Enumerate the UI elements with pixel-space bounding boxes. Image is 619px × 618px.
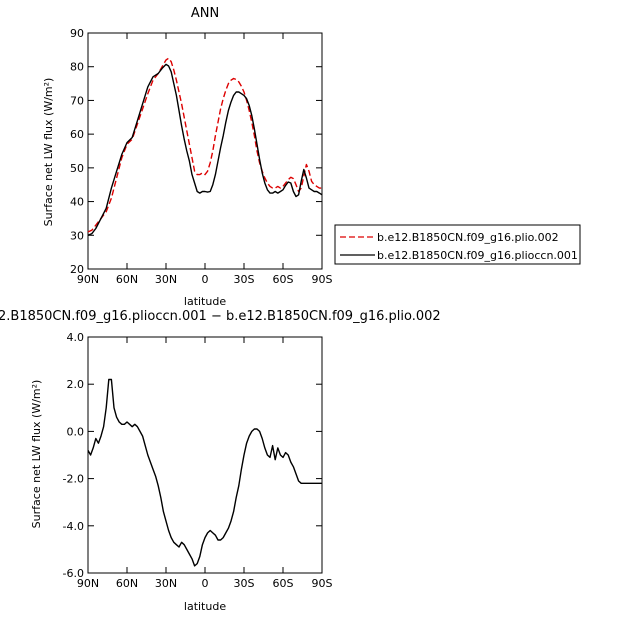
x-tick-label: 0 xyxy=(202,273,209,286)
x-tick-label: 30S xyxy=(234,273,255,286)
series-line-2 xyxy=(87,63,323,236)
y-tick-label: 4.0 xyxy=(67,331,85,344)
series-lines xyxy=(87,378,322,567)
chart-title: ANN xyxy=(191,6,219,21)
x-ticks: 90N 60N 30N 0 30S 60S 90S xyxy=(77,337,333,590)
x-tick-label: 60S xyxy=(273,577,294,590)
x-tick-label: 30S xyxy=(234,577,255,590)
x-axis-label: latitude xyxy=(184,600,226,613)
series-lines xyxy=(87,57,323,236)
y-tick-label: 0.0 xyxy=(67,425,85,438)
x-tick-label: 60N xyxy=(116,577,138,590)
x-ticks: 90N 60N 30N 0 30S 60S 90S xyxy=(77,33,333,286)
x-tick-label: 30N xyxy=(155,577,177,590)
y-tick-label: -4.0 xyxy=(63,520,84,533)
x-tick-label: 90S xyxy=(312,577,333,590)
x-tick-label: 90N xyxy=(77,273,99,286)
y-tick-label: 2.0 xyxy=(67,378,85,391)
y-tick-label: 50 xyxy=(70,162,84,175)
chart-title-difference: b.e12.B1850CN.f09_g16.plioccn.001 − b.e1… xyxy=(0,309,441,324)
y-ticks: 4.0 2.0 0.0 -2.0 -4.0 -6.0 xyxy=(63,331,322,580)
series-line-1 xyxy=(87,57,322,233)
y-tick-label: 20 xyxy=(70,263,84,276)
x-tick-label: 90N xyxy=(77,577,99,590)
y-tick-label: 70 xyxy=(70,94,84,107)
x-tick-label: 30N xyxy=(155,273,177,286)
legend-label-series-1: b.e12.B1850CN.f09_g16.plio.002 xyxy=(377,231,559,244)
y-tick-label: 30 xyxy=(70,229,84,242)
legend-label-series-2: b.e12.B1850CN.f09_g16.plioccn.001 xyxy=(377,249,578,262)
y-tick-label: -2.0 xyxy=(63,473,84,486)
y-tick-label: 60 xyxy=(70,128,84,141)
y-ticks: 20 30 40 50 60 70 80 90 xyxy=(70,27,322,276)
y-axis-label: Surface net LW flux (W/m²) xyxy=(42,78,55,227)
y-tick-label: 80 xyxy=(70,61,84,74)
legend-frame xyxy=(334,224,581,265)
x-tick-label: 0 xyxy=(202,577,209,590)
x-tick-label: 60S xyxy=(273,273,294,286)
y-tick-label: -6.0 xyxy=(63,567,84,580)
y-tick-label: 90 xyxy=(70,27,84,40)
y-axis-label: Surface net LW flux (W/m²) xyxy=(30,380,43,529)
x-tick-label: 90S xyxy=(312,273,333,286)
legend: b.e12.B1850CN.f09_g16.plio.002 b.e12.B18… xyxy=(334,224,581,265)
top-panel: ANN Surface net LW flux (W/m²) latitude … xyxy=(42,6,333,308)
x-axis-label: latitude xyxy=(184,295,226,308)
bottom-panel: b.e12.B1850CN.f09_g16.plioccn.001 − b.e1… xyxy=(0,309,441,613)
y-tick-label: 40 xyxy=(70,196,84,209)
x-tick-label: 60N xyxy=(116,273,138,286)
series-line-1 xyxy=(87,378,322,567)
